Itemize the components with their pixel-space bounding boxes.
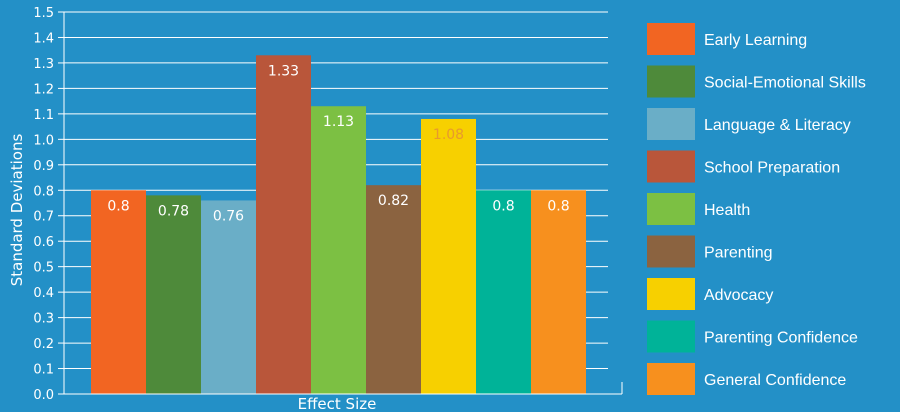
legend-label: School Preparation <box>704 160 840 177</box>
bar-value-label: 0.78 <box>158 203 189 219</box>
bar <box>531 190 586 394</box>
bar-value-label: 0.8 <box>107 198 129 214</box>
legend-swatch <box>647 235 695 268</box>
legend-swatch <box>647 150 695 183</box>
legend-swatch <box>647 108 695 140</box>
legend-label: Advocacy <box>704 287 773 304</box>
bar <box>421 118 476 395</box>
y-tick-label: 0.8 <box>33 184 54 199</box>
legend-swatch <box>647 23 695 55</box>
legend-label: Early Learning <box>704 32 807 49</box>
y-tick-label: 0.3 <box>33 312 54 327</box>
bar <box>201 200 256 394</box>
y-tick-label: 1.4 <box>33 31 54 46</box>
y-tick-label: 1.0 <box>33 133 54 148</box>
legend-label: Parenting Confidence <box>704 330 858 347</box>
y-tick-label: 1.5 <box>33 6 54 21</box>
bar <box>146 195 201 394</box>
y-tick-labels: 0.0 0.1 0.2 0.3 0.4 0.5 0.6 0.7 0.8 0.9 1.0 1.1 1.2 1… <box>33 6 54 403</box>
legend-label: Social-Emotional Skills <box>704 75 866 92</box>
y-tick-label: 0.5 <box>33 261 54 276</box>
y-tick-label: 0.9 <box>33 159 54 174</box>
legend-label: Health <box>704 202 750 219</box>
bar-value-label: 0.82 <box>378 193 409 209</box>
bar-value-label: 1.33 <box>268 63 299 79</box>
bar <box>311 106 366 394</box>
legend-swatch <box>647 65 695 98</box>
y-tick-label: 1.1 <box>33 108 54 123</box>
x-axis-title: Effect Size <box>298 395 377 412</box>
bar-value-label: 0.8 <box>492 198 514 214</box>
legend-swatch <box>647 193 695 225</box>
y-tick-label: 0.7 <box>33 210 54 225</box>
y-tick-label: 0.0 <box>33 388 54 403</box>
y-tick-label: 1.3 <box>33 57 54 72</box>
y-tick-label: 0.2 <box>33 337 54 352</box>
legend-swatch <box>647 320 695 353</box>
bar-value-label: 1.13 <box>323 114 354 130</box>
axes <box>58 11 623 395</box>
bar <box>91 190 146 394</box>
y-axis-title: Standard Deviations <box>8 134 26 287</box>
legend: Early Learning Social-Emotional Skills Lan… <box>647 23 866 395</box>
legend-swatch <box>647 363 695 395</box>
y-tick-label: 1.2 <box>33 82 54 97</box>
bar-value-label: 0.76 <box>213 208 244 224</box>
legend-label: General Confidence <box>704 372 846 389</box>
y-tick-label: 0.4 <box>33 286 54 301</box>
bar <box>366 185 421 394</box>
bar <box>256 55 311 394</box>
bar <box>476 190 531 394</box>
bars <box>91 55 586 395</box>
y-tick-label: 0.1 <box>33 363 54 378</box>
bar-value-label: 0.8 <box>547 198 569 214</box>
legend-label: Language & Literacy <box>704 117 851 134</box>
legend-label: Parenting <box>704 245 773 262</box>
bar-value-label: 1.08 <box>433 127 464 143</box>
y-tick-label: 0.6 <box>33 235 54 250</box>
legend-swatch <box>647 278 695 310</box>
bar-value-labels: 0.8 0.78 0.76 1.33 1.13 0.82 1.08 0.8 0.8 <box>107 63 569 224</box>
